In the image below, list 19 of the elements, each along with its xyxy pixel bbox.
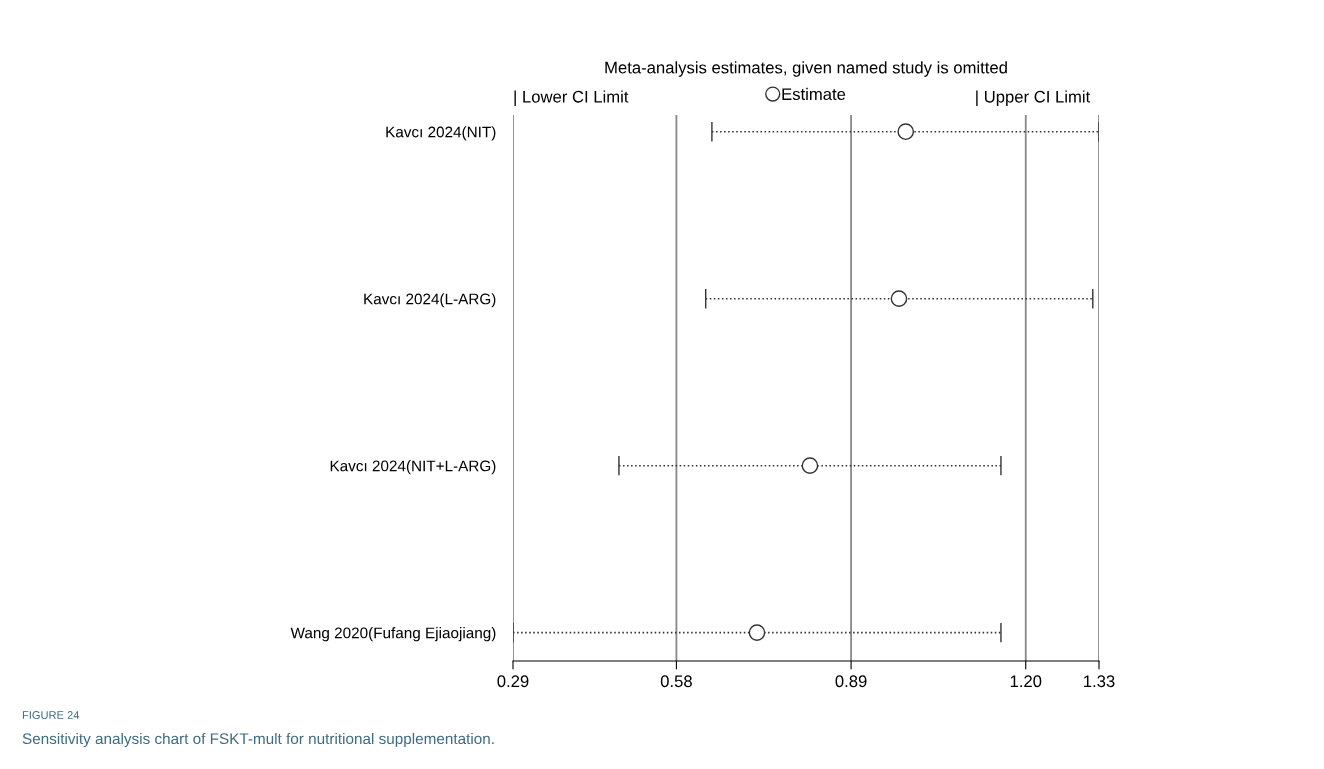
x-tick-label: 0.29 (497, 675, 529, 688)
y-tick-label: Kavcı 2024(L-ARG) (364, 293, 496, 308)
point (748, 624, 766, 641)
y-tick-label: Kavcı 2024(NIT) (386, 126, 496, 141)
legend-label: Estimate (782, 87, 846, 101)
x-tick-label: 1.33 (1084, 675, 1115, 688)
point (890, 290, 908, 308)
point (801, 457, 819, 474)
y-tick-label: Wang 2020(Fufang Ejiaojiang) (290, 627, 496, 642)
text: | Upper CI Limit (976, 90, 1091, 106)
x-tick-label: 0.58 (660, 675, 692, 688)
text: | Lower CI Limit (514, 90, 629, 106)
caption: FIGURE 24 (22, 711, 80, 719)
point (897, 123, 915, 141)
chart-title: Meta-analysis estimates, given named study is omitted (605, 61, 1007, 77)
text: Sensitivity analysis chart of FSKT-mult for nutritional supplementation. (22, 732, 494, 748)
x-tick-label: 0.89 (835, 675, 867, 688)
y-tick-label: Kavcı 2024(NIT+L-ARG) (330, 460, 496, 475)
x-tick-label: 1.20 (1010, 675, 1042, 688)
